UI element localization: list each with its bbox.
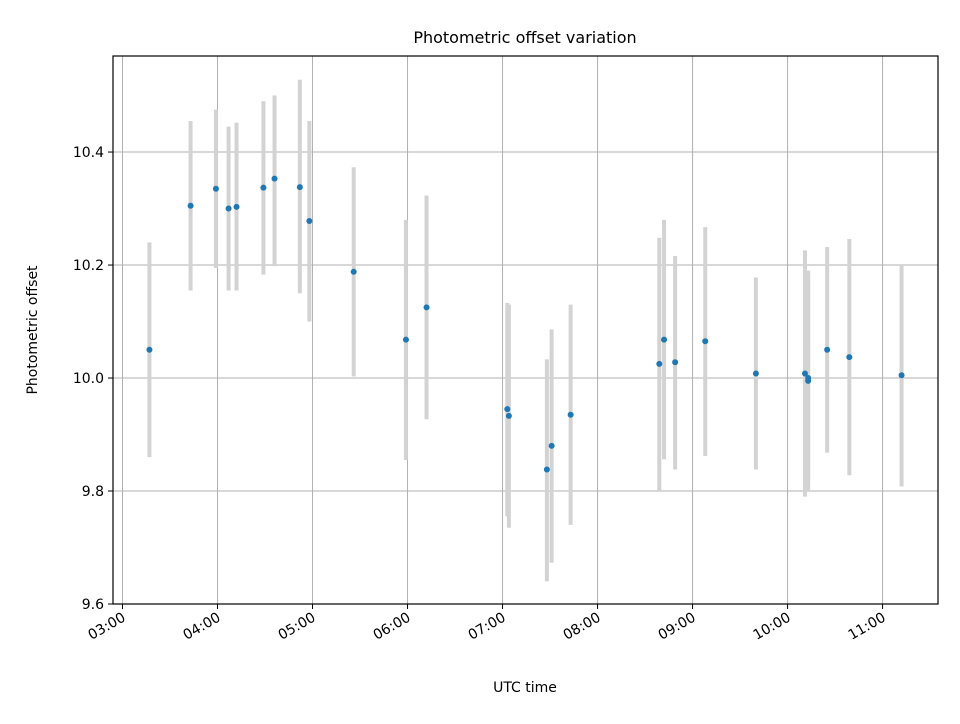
data-point <box>846 354 853 361</box>
plot-frame <box>112 55 939 605</box>
grid-layer <box>113 56 938 605</box>
y-tick-label: 10.0 <box>73 371 104 387</box>
data-point <box>898 372 905 379</box>
data-point <box>296 184 303 191</box>
data-point <box>567 411 574 418</box>
data-point <box>402 336 409 343</box>
data-point <box>543 466 550 473</box>
chart-title: Photometric offset variation <box>413 28 636 47</box>
y-tick-label: 10.2 <box>73 258 104 274</box>
data-point <box>661 336 668 343</box>
data-point <box>146 346 153 353</box>
data-point <box>801 370 808 377</box>
data-point <box>656 360 663 367</box>
data-point <box>423 304 430 311</box>
data-point <box>548 442 555 449</box>
data-point <box>306 217 313 224</box>
data-point <box>805 375 812 382</box>
data-point <box>260 184 267 191</box>
data-point <box>702 338 709 345</box>
data-point <box>187 202 194 209</box>
data-point <box>824 346 831 353</box>
x-axis-label: UTC time <box>493 680 557 696</box>
data-point <box>212 185 219 192</box>
y-axis-label: Photometric offset <box>25 265 41 395</box>
data-point <box>752 370 759 377</box>
data-point <box>504 406 511 413</box>
y-tick-label: 9.6 <box>82 597 104 613</box>
y-tick-label: 9.8 <box>82 484 104 500</box>
y-tick-label: 10.4 <box>73 145 104 161</box>
data-point <box>672 359 679 366</box>
data-point <box>350 268 357 275</box>
data-point <box>505 412 512 419</box>
data-point <box>271 175 278 182</box>
data-point <box>225 205 232 212</box>
point-layer <box>146 175 905 473</box>
data-point <box>233 203 240 210</box>
